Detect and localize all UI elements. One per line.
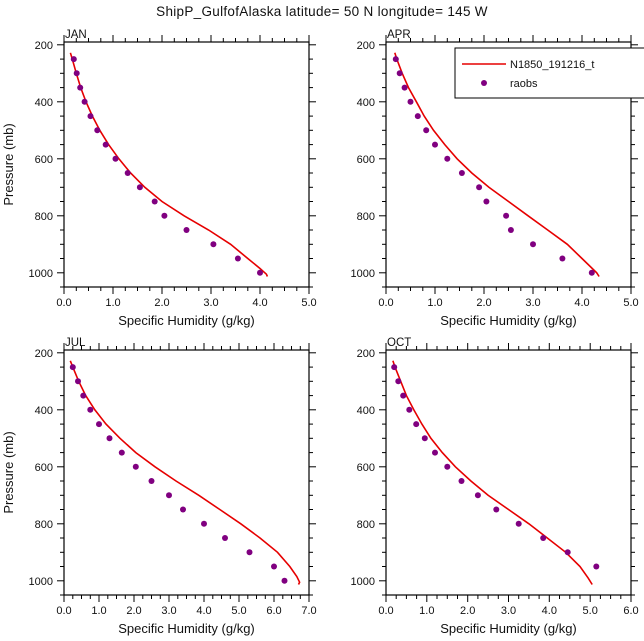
svg-text:6.0: 6.0 bbox=[623, 605, 638, 617]
axis-ticks bbox=[379, 35, 638, 294]
svg-text:600: 600 bbox=[35, 462, 53, 474]
tick-labels: 0.0 1.0 2.0 3.0 4.0 5.0 200 400 600 800 1000 bbox=[351, 40, 639, 309]
svg-text:0.0: 0.0 bbox=[378, 297, 393, 309]
svg-text:200: 200 bbox=[357, 40, 375, 52]
svg-text:1.0: 1.0 bbox=[105, 297, 120, 309]
svg-text:4.0: 4.0 bbox=[196, 605, 211, 617]
axis-ticks bbox=[57, 343, 316, 602]
svg-text:1.0: 1.0 bbox=[419, 605, 434, 617]
svg-text:0.0: 0.0 bbox=[56, 605, 71, 617]
chart-panel-jan: 0.0 1.0 2.0 3.0 4.0 5.0 200 400 600 800 1000 Specif… bbox=[0, 24, 322, 329]
legend-dot-label: raobs bbox=[510, 78, 538, 90]
svg-text:2.0: 2.0 bbox=[460, 605, 475, 617]
model-line bbox=[392, 360, 593, 585]
svg-text:800: 800 bbox=[357, 211, 375, 223]
raobs-dots bbox=[70, 56, 263, 276]
svg-text:0.0: 0.0 bbox=[56, 297, 71, 309]
raobs-dots bbox=[391, 364, 600, 570]
svg-text:0.0: 0.0 bbox=[378, 605, 393, 617]
chart-panel-jul: 0.0 1.0 2.0 3.0 4.0 5.0 6.0 7.0 200 400 600 800 1000… bbox=[0, 332, 322, 637]
legend-box bbox=[454, 47, 644, 99]
svg-text:200: 200 bbox=[357, 348, 375, 360]
svg-text:5.0: 5.0 bbox=[301, 297, 316, 309]
svg-text:5.0: 5.0 bbox=[623, 297, 638, 309]
chart-panel-oct: 0.0 1.0 2.0 3.0 4.0 5.0 6.0 200 400 600 800 1000 Spe… bbox=[322, 332, 644, 637]
svg-text:1000: 1000 bbox=[351, 576, 375, 588]
svg-text:3.0: 3.0 bbox=[501, 605, 516, 617]
panel-label: JAN bbox=[65, 29, 87, 41]
tick-labels: 0.0 1.0 2.0 3.0 4.0 5.0 200 400 600 800 1000 bbox=[29, 40, 317, 309]
y-axis-title: Pressure (mb) bbox=[1, 123, 16, 205]
svg-text:400: 400 bbox=[35, 405, 53, 417]
tick-labels: 0.0 1.0 2.0 3.0 4.0 5.0 6.0 7.0 200 400 600 800 1000 bbox=[29, 348, 317, 617]
raobs-dots bbox=[69, 364, 288, 584]
x-axis-title: Specific Humidity (g/kg) bbox=[440, 621, 577, 636]
svg-text:800: 800 bbox=[35, 211, 53, 223]
svg-text:400: 400 bbox=[357, 97, 375, 109]
svg-text:3.0: 3.0 bbox=[203, 297, 218, 309]
chart-panel-apr: 0.0 1.0 2.0 3.0 4.0 5.0 200 400 600 800 1000 Specif… bbox=[322, 24, 644, 329]
svg-text:1.0: 1.0 bbox=[91, 605, 106, 617]
panel-label: OCT bbox=[387, 337, 411, 349]
svg-text:600: 600 bbox=[35, 154, 53, 166]
plot-oct: 0.0 1.0 2.0 3.0 4.0 5.0 6.0 200 400 600 800 1000 Spe… bbox=[351, 337, 639, 636]
model-line bbox=[69, 52, 269, 277]
plot-frame bbox=[63, 41, 310, 288]
y-axis-title: Pressure (mb) bbox=[1, 431, 16, 513]
svg-text:2.0: 2.0 bbox=[126, 605, 141, 617]
svg-text:4.0: 4.0 bbox=[252, 297, 267, 309]
plot-apr: 0.0 1.0 2.0 3.0 4.0 5.0 200 400 600 800 1000 Specif… bbox=[351, 29, 644, 328]
svg-text:800: 800 bbox=[35, 519, 53, 531]
svg-text:4.0: 4.0 bbox=[542, 605, 557, 617]
panel-label: APR bbox=[387, 29, 411, 41]
svg-text:2.0: 2.0 bbox=[154, 297, 169, 309]
figure-title: ShipP_GulfofAlaska latitude= 50 N longit… bbox=[156, 4, 488, 19]
plot-frame bbox=[63, 349, 310, 596]
svg-text:2.0: 2.0 bbox=[476, 297, 491, 309]
svg-text:4.0: 4.0 bbox=[574, 297, 589, 309]
svg-text:200: 200 bbox=[35, 40, 53, 52]
panel-label: JUL bbox=[65, 337, 86, 349]
plot-jul: 0.0 1.0 2.0 3.0 4.0 5.0 6.0 7.0 200 400 600 800 1000… bbox=[1, 337, 317, 636]
svg-text:7.0: 7.0 bbox=[301, 605, 316, 617]
svg-text:800: 800 bbox=[357, 519, 375, 531]
svg-text:1.0: 1.0 bbox=[427, 297, 442, 309]
svg-text:600: 600 bbox=[357, 154, 375, 166]
raobs-dots bbox=[392, 56, 595, 276]
legend-dot-sample bbox=[481, 80, 487, 86]
svg-text:5.0: 5.0 bbox=[231, 605, 246, 617]
plot-jan: 0.0 1.0 2.0 3.0 4.0 5.0 200 400 600 800 1000 Specif… bbox=[1, 29, 317, 328]
svg-text:200: 200 bbox=[35, 348, 53, 360]
plot-frame bbox=[385, 349, 632, 596]
svg-text:1000: 1000 bbox=[29, 268, 53, 280]
svg-text:6.0: 6.0 bbox=[266, 605, 281, 617]
x-axis-title: Specific Humidity (g/kg) bbox=[440, 313, 577, 328]
model-line bbox=[394, 52, 600, 277]
tick-labels: 0.0 1.0 2.0 3.0 4.0 5.0 6.0 200 400 600 800 1000 bbox=[351, 348, 639, 617]
legend-line-label: N1850_191216_t bbox=[510, 59, 594, 71]
svg-text:400: 400 bbox=[35, 97, 53, 109]
svg-text:5.0: 5.0 bbox=[583, 605, 598, 617]
x-axis-title: Specific Humidity (g/kg) bbox=[118, 621, 255, 636]
x-axis-title: Specific Humidity (g/kg) bbox=[118, 313, 255, 328]
svg-text:600: 600 bbox=[357, 462, 375, 474]
axis-ticks bbox=[57, 35, 316, 294]
svg-text:1000: 1000 bbox=[29, 576, 53, 588]
model-line bbox=[69, 360, 301, 585]
svg-text:1000: 1000 bbox=[351, 268, 375, 280]
svg-text:3.0: 3.0 bbox=[525, 297, 540, 309]
axis-ticks bbox=[379, 343, 638, 602]
svg-text:400: 400 bbox=[357, 405, 375, 417]
svg-text:3.0: 3.0 bbox=[161, 605, 176, 617]
